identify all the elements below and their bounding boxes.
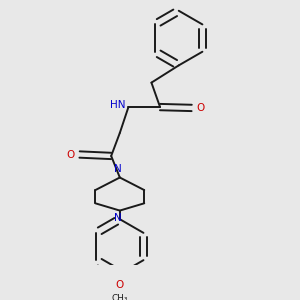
Text: O: O — [116, 280, 124, 290]
Text: O: O — [197, 103, 205, 113]
Text: CH₃: CH₃ — [112, 294, 128, 300]
Text: N: N — [115, 164, 122, 174]
Text: HN: HN — [110, 100, 126, 110]
Text: N: N — [115, 213, 122, 224]
Text: O: O — [66, 149, 74, 160]
